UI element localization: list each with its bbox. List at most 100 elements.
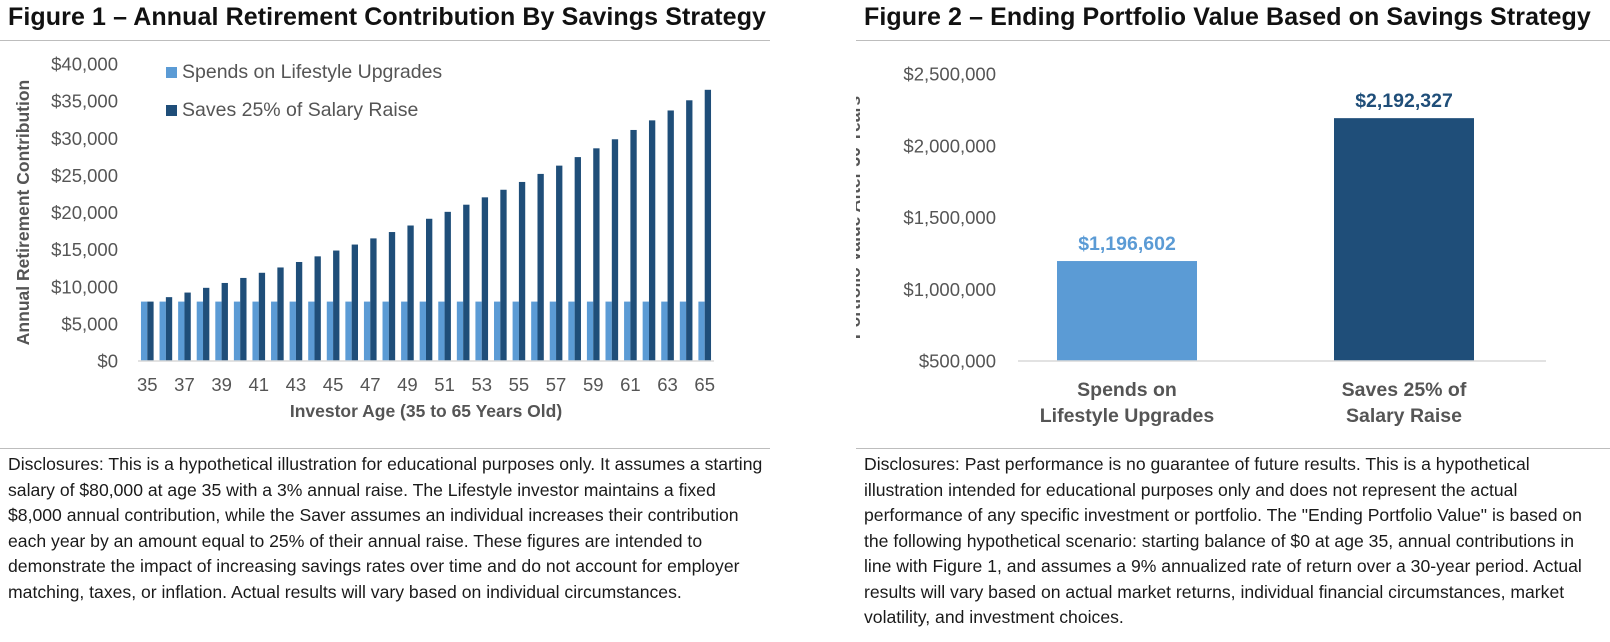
bar-saver bbox=[556, 165, 563, 361]
legend-swatch bbox=[166, 67, 177, 78]
x-tick-label: 63 bbox=[657, 374, 678, 395]
bar-lifestyle bbox=[605, 301, 612, 361]
figure-1-chart: $0 $5,000 $10,000 $15,000 $20,000 $25,000 $30,… bbox=[13, 54, 715, 422]
bar-lifestyle bbox=[271, 301, 278, 361]
x-tick-label: 53 bbox=[471, 374, 492, 395]
bar-saver bbox=[630, 129, 637, 361]
x-tick-label: 65 bbox=[694, 374, 715, 395]
bar-lifestyle bbox=[549, 301, 557, 361]
x-tick-label: 51 bbox=[434, 374, 455, 395]
x-tick-label: 59 bbox=[583, 374, 604, 395]
bar-lifestyle bbox=[401, 301, 408, 361]
bar-lifestyle bbox=[308, 301, 315, 361]
bar-saver bbox=[500, 189, 507, 361]
y-tick-label: $1,000,000 bbox=[903, 279, 996, 300]
bar-lifestyle bbox=[140, 301, 148, 361]
y-tick-label: $2,000,000 bbox=[903, 135, 996, 156]
figure-1-title: Figure 1 – Annual Retirement Contributio… bbox=[8, 3, 767, 31]
bar-saver bbox=[314, 256, 321, 361]
bar-lifestyle bbox=[531, 301, 538, 361]
y-tick-label: $25,000 bbox=[51, 165, 118, 186]
x-tick-label: 49 bbox=[397, 374, 418, 395]
bar-saver bbox=[388, 232, 396, 361]
figure-2-title: Figure 2 – Ending Portfolio Value Based … bbox=[864, 3, 1591, 31]
y-tick-label: $20,000 bbox=[51, 202, 118, 223]
bar-lifestyle bbox=[1057, 261, 1197, 361]
x-axis-title: Investor Age (35 to 65 Years Old) bbox=[290, 401, 562, 421]
legend-label: Saves 25% of Salary Raise bbox=[182, 99, 418, 121]
bar-saver bbox=[574, 157, 581, 361]
bar-saver bbox=[203, 287, 210, 361]
bar-lifestyle bbox=[345, 301, 352, 361]
figure-2-panel: Figure 2 – Ending Portfolio Value Based … bbox=[856, 0, 1610, 642]
y-tick-label: $500,000 bbox=[919, 351, 996, 372]
bar-saver bbox=[165, 297, 173, 361]
x-tick-label: 37 bbox=[174, 374, 195, 395]
category-label: Spends on bbox=[1077, 379, 1177, 401]
y-tick-label: $0 bbox=[97, 351, 118, 372]
bar-lifestyle bbox=[215, 301, 222, 361]
y-tick-label: $10,000 bbox=[51, 276, 118, 297]
category-label: Lifestyle Upgrades bbox=[1040, 405, 1215, 427]
bar-saver bbox=[593, 148, 600, 361]
y-tick-label: $2,500,000 bbox=[903, 64, 996, 85]
bar-saver bbox=[1334, 118, 1474, 362]
bar-lifestyle bbox=[568, 301, 575, 361]
bar-saver bbox=[277, 267, 284, 361]
bar-saver bbox=[481, 197, 489, 361]
bar-saver bbox=[221, 282, 228, 361]
data-label: $1,196,602 bbox=[1078, 233, 1176, 255]
figure-1-disclosure-rule bbox=[0, 448, 770, 449]
bar-lifestyle bbox=[698, 301, 705, 361]
figure-2-disclosure-rule bbox=[856, 448, 1610, 449]
y-tick-label: $15,000 bbox=[51, 239, 118, 260]
bar-saver bbox=[295, 261, 303, 361]
bar-lifestyle bbox=[438, 301, 445, 361]
bar-saver bbox=[704, 89, 712, 362]
legend-label: Spends on Lifestyle Upgrades bbox=[182, 61, 442, 83]
x-tick-label: 39 bbox=[211, 374, 232, 395]
bar-lifestyle bbox=[642, 301, 649, 361]
bar-lifestyle bbox=[382, 301, 389, 361]
bar-saver bbox=[351, 244, 358, 361]
bar-lifestyle bbox=[419, 301, 426, 361]
bar-saver bbox=[407, 225, 414, 361]
bar-saver bbox=[537, 173, 544, 361]
x-tick-label: 41 bbox=[248, 374, 269, 395]
bar-saver bbox=[147, 301, 154, 361]
bar-saver bbox=[184, 292, 191, 361]
bar-saver bbox=[333, 250, 340, 361]
y-axis-title: Annual Retirement Contribution bbox=[13, 80, 33, 345]
bar-saver bbox=[611, 139, 619, 361]
bar-saver bbox=[444, 211, 451, 361]
bar-lifestyle bbox=[456, 301, 464, 361]
bar-lifestyle bbox=[196, 301, 204, 361]
bar-lifestyle bbox=[178, 301, 185, 361]
figure-2-chart: $500,000 $1,000,000 $1,500,000 $2,000,000 $2… bbox=[856, 64, 1546, 427]
bar-saver bbox=[240, 277, 247, 361]
bar-lifestyle bbox=[289, 301, 296, 361]
y-tick-label: $35,000 bbox=[51, 91, 118, 112]
y-tick-label: $40,000 bbox=[51, 54, 118, 75]
bar-lifestyle bbox=[326, 301, 334, 361]
bar-lifestyle bbox=[661, 301, 668, 361]
figure-1-disclosure: Disclosures: This is a hypothetical illu… bbox=[8, 454, 763, 602]
bar-saver bbox=[258, 272, 266, 361]
bar-saver bbox=[667, 110, 674, 361]
bar-lifestyle bbox=[363, 301, 371, 361]
x-tick-label: 61 bbox=[620, 374, 641, 395]
x-tick-label: 35 bbox=[137, 374, 158, 395]
bar-saver bbox=[463, 204, 470, 361]
bar-lifestyle bbox=[624, 301, 631, 361]
x-tick-label: 47 bbox=[360, 374, 381, 395]
bar-lifestyle bbox=[512, 301, 519, 361]
bar-lifestyle bbox=[586, 301, 594, 361]
bar-lifestyle bbox=[159, 301, 166, 361]
figure-1-panel: Figure 1 – Annual Retirement Contributio… bbox=[0, 0, 770, 642]
x-tick-label: 55 bbox=[509, 374, 530, 395]
category-label: Saves 25% of bbox=[1342, 379, 1467, 401]
figure-1-title-rule bbox=[0, 40, 770, 41]
bar-lifestyle bbox=[475, 301, 482, 361]
figure-2-disclosure: Disclosures: Past performance is no guar… bbox=[864, 454, 1582, 627]
bar-lifestyle bbox=[252, 301, 259, 361]
